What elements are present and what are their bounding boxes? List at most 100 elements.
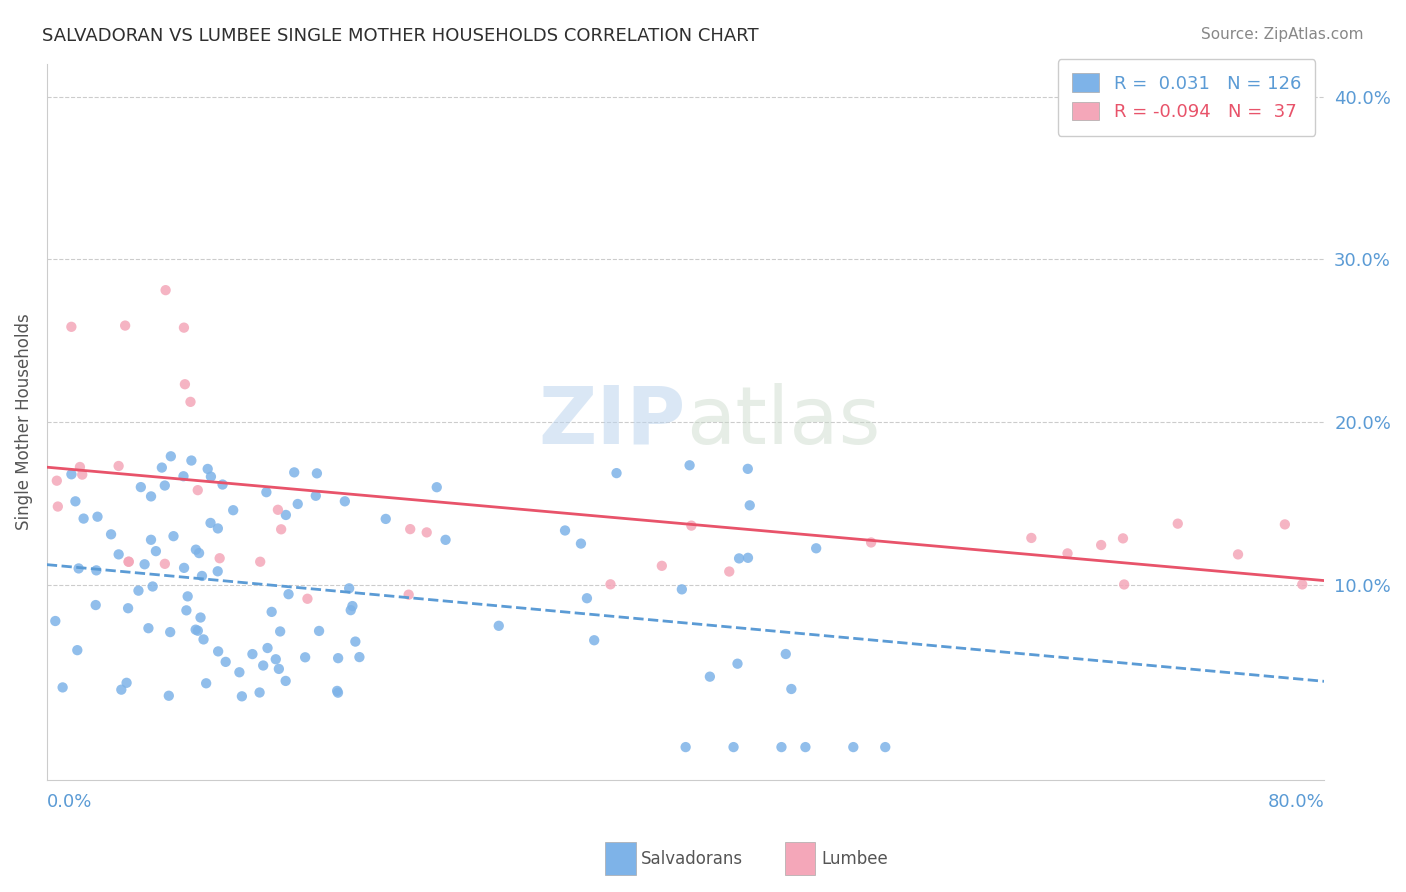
- Point: [215, 655, 238, 669]
- Point: [139, 489, 162, 503]
- Point: [270, 522, 292, 536]
- Point: [65, 494, 87, 508]
- Text: Lumbee: Lumbee: [821, 849, 887, 868]
- Point: [842, 740, 865, 755]
- Point: [1227, 548, 1250, 562]
- Point: [155, 283, 177, 297]
- Point: [794, 740, 817, 755]
- Point: [283, 466, 305, 480]
- Text: atlas: atlas: [686, 383, 880, 461]
- Point: [252, 658, 274, 673]
- Point: [434, 533, 457, 547]
- Point: [184, 623, 207, 637]
- Point: [86, 509, 108, 524]
- Point: [727, 657, 749, 671]
- Point: [187, 483, 209, 497]
- Point: [488, 619, 510, 633]
- Point: [179, 395, 201, 409]
- Text: SALVADORAN VS LUMBEE SINGLE MOTHER HOUSEHOLDS CORRELATION CHART: SALVADORAN VS LUMBEE SINGLE MOTHER HOUSE…: [42, 27, 759, 45]
- Point: [575, 591, 598, 606]
- Point: [117, 601, 139, 615]
- Text: Salvadorans: Salvadorans: [641, 849, 744, 868]
- Point: [651, 558, 673, 573]
- Point: [242, 647, 264, 661]
- Point: [66, 643, 89, 657]
- Point: [60, 319, 83, 334]
- Point: [326, 686, 349, 700]
- Point: [134, 558, 156, 572]
- Point: [200, 469, 222, 483]
- Point: [145, 544, 167, 558]
- Point: [671, 582, 693, 597]
- Point: [1114, 577, 1136, 591]
- Point: [1021, 531, 1043, 545]
- Point: [180, 453, 202, 467]
- Point: [117, 555, 139, 569]
- Point: [200, 516, 222, 530]
- Point: [804, 541, 827, 556]
- Point: [46, 500, 69, 514]
- Point: [344, 634, 367, 648]
- Point: [231, 690, 253, 704]
- Point: [100, 527, 122, 541]
- Point: [188, 546, 211, 560]
- Point: [256, 640, 278, 655]
- Legend: R =  0.031   N = 126, R = -0.094   N =  37: R = 0.031 N = 126, R = -0.094 N = 37: [1057, 59, 1316, 136]
- Point: [142, 580, 165, 594]
- Point: [728, 551, 751, 566]
- Point: [160, 450, 183, 464]
- Point: [737, 550, 759, 565]
- Point: [415, 525, 437, 540]
- Point: [191, 569, 214, 583]
- Point: [269, 624, 291, 639]
- Point: [569, 536, 592, 550]
- Point: [138, 621, 160, 635]
- Point: [775, 647, 797, 661]
- Point: [86, 563, 108, 577]
- Point: [287, 497, 309, 511]
- Point: [107, 458, 129, 473]
- Point: [399, 522, 422, 536]
- FancyBboxPatch shape: [785, 842, 815, 875]
- Point: [723, 740, 745, 755]
- Point: [770, 740, 793, 755]
- Point: [274, 673, 297, 688]
- Point: [342, 599, 364, 613]
- Point: [114, 318, 136, 333]
- Point: [211, 477, 233, 491]
- Point: [162, 529, 184, 543]
- Point: [193, 632, 215, 647]
- Text: 0.0%: 0.0%: [46, 793, 93, 811]
- Point: [398, 588, 420, 602]
- Point: [297, 591, 319, 606]
- Point: [326, 651, 349, 665]
- Point: [678, 458, 700, 473]
- Point: [305, 467, 328, 481]
- Point: [190, 610, 212, 624]
- Point: [197, 462, 219, 476]
- Point: [326, 684, 349, 698]
- Point: [249, 685, 271, 699]
- Point: [738, 499, 761, 513]
- Text: Source: ZipAtlas.com: Source: ZipAtlas.com: [1201, 27, 1364, 42]
- Point: [308, 624, 330, 638]
- Point: [159, 625, 181, 640]
- Point: [67, 561, 90, 575]
- Point: [153, 478, 176, 492]
- Point: [260, 605, 283, 619]
- Y-axis label: Single Mother Households: Single Mother Households: [15, 314, 32, 531]
- Text: ZIP: ZIP: [538, 383, 686, 461]
- Point: [875, 740, 897, 755]
- Point: [45, 474, 67, 488]
- Point: [737, 462, 759, 476]
- Point: [675, 740, 697, 755]
- Point: [174, 377, 197, 392]
- Point: [277, 587, 299, 601]
- Point: [153, 557, 176, 571]
- Point: [339, 603, 361, 617]
- Point: [60, 467, 83, 482]
- Point: [52, 681, 75, 695]
- Point: [426, 480, 449, 494]
- Point: [305, 489, 328, 503]
- Point: [599, 577, 621, 591]
